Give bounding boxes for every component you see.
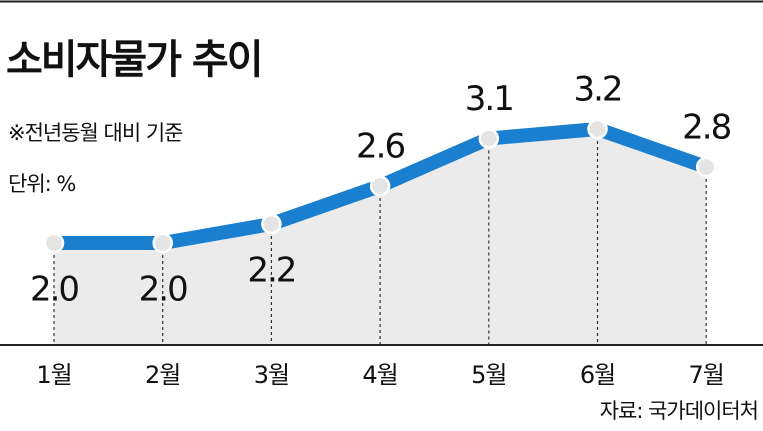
subtitle: ※전년동월 대비 기준 bbox=[8, 121, 183, 145]
chart-title: 소비자물가 추이 bbox=[6, 37, 262, 83]
x-tick-label: 4월 bbox=[362, 361, 397, 389]
point bbox=[261, 213, 282, 235]
value-label: 2.0 bbox=[30, 270, 78, 310]
x-tick-label: 3월 bbox=[254, 361, 289, 389]
x-tick-label: 7월 bbox=[689, 361, 724, 389]
value-label: 2.0 bbox=[139, 270, 187, 310]
point bbox=[43, 232, 65, 254]
value-label: 3.2 bbox=[573, 70, 621, 110]
point bbox=[587, 118, 608, 140]
point bbox=[478, 128, 500, 149]
value-label: 2.8 bbox=[682, 108, 730, 148]
source: 자료: 국가데이터처 bbox=[600, 399, 758, 423]
value-label: 2.6 bbox=[356, 127, 404, 167]
x-tick-label: 1월 bbox=[36, 361, 71, 389]
x-tick-label: 2월 bbox=[145, 361, 180, 389]
point bbox=[369, 175, 391, 197]
point bbox=[152, 232, 173, 254]
unit-label: 단위: % bbox=[8, 172, 75, 196]
point bbox=[695, 156, 717, 178]
value-label: 3.1 bbox=[465, 79, 513, 119]
x-tick-label: 6월 bbox=[580, 361, 615, 389]
x-tick-label: 5월 bbox=[471, 361, 506, 389]
value-label: 2.2 bbox=[247, 251, 295, 291]
